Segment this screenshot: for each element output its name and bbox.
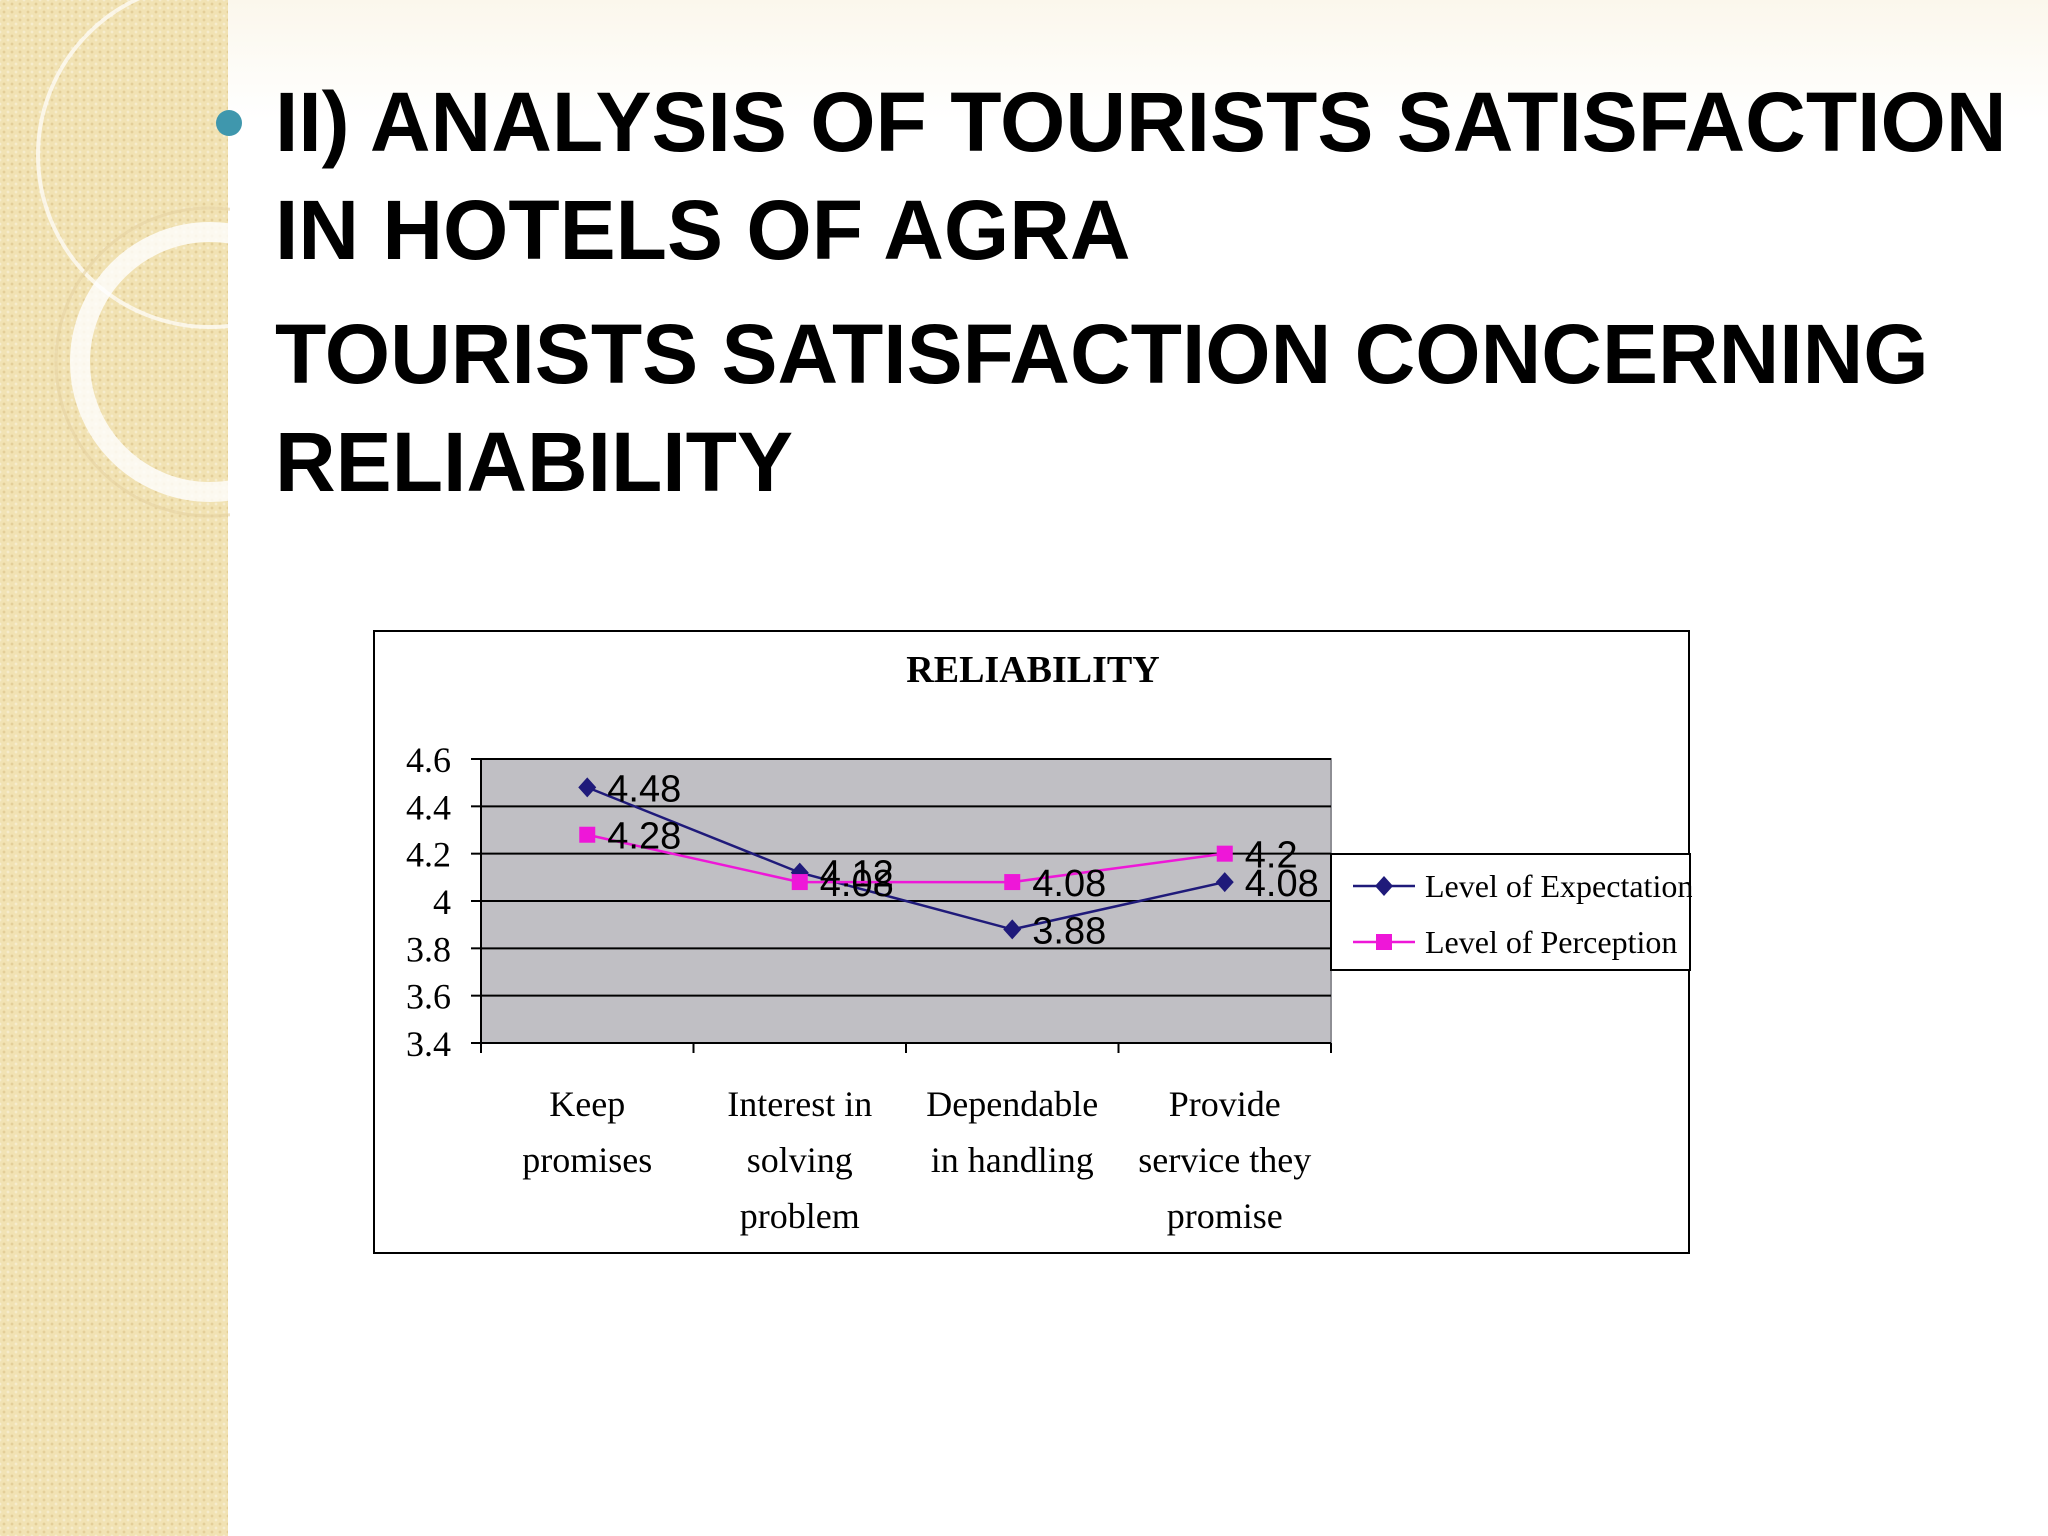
data-point-expectation xyxy=(578,777,597,798)
data-point-perception xyxy=(579,826,596,843)
y-tick-label: 4 xyxy=(433,882,451,922)
y-tick-label: 3.6 xyxy=(406,977,451,1017)
data-label: 4.08 xyxy=(1032,863,1106,905)
data-point-perception xyxy=(1216,845,1233,862)
series-line xyxy=(586,786,1226,931)
data-point-expectation xyxy=(1215,872,1234,893)
x-tick-label: Dependable in handling xyxy=(926,1084,1098,1180)
decorative-top-wash xyxy=(228,0,2048,120)
legend-box xyxy=(1330,853,1691,971)
decorative-side-strip xyxy=(0,0,228,1536)
data-point-expectation xyxy=(1003,919,1022,940)
y-tick-label: 4.4 xyxy=(406,787,451,827)
data-label: 3.88 xyxy=(1032,910,1106,952)
legend-label: Level of Expectation xyxy=(1425,868,1692,904)
data-point-perception xyxy=(791,874,808,891)
slide-heading: II) ANALYSIS OF TOURISTS SATISFACTION IN… xyxy=(275,75,2007,277)
data-label: 4.28 xyxy=(607,816,681,858)
x-tick-label: Provide service they promise xyxy=(1138,1084,1311,1236)
y-tick-label: 3.4 xyxy=(406,1024,451,1064)
data-point-perception xyxy=(1004,874,1021,891)
y-tick-label: 4.2 xyxy=(406,835,451,875)
data-label: 4.48 xyxy=(607,768,681,810)
legend-marker xyxy=(1375,876,1393,896)
data-label: 4.2 xyxy=(1245,835,1298,877)
legend-marker xyxy=(1376,934,1392,950)
y-tick-label: 3.8 xyxy=(406,929,451,969)
series-line xyxy=(586,833,1225,884)
chart-canvas: RELIABILITY 4.6 4.4 4.2 4 3.8 3.6 3.4 Keep promi… xyxy=(406,649,1692,1236)
reliability-chart: RELIABILITY 4.6 4.4 4.2 4 3.8 3.6 3.4 Keep promi… xyxy=(373,630,1692,1254)
x-tick-label: Interest in solving problem xyxy=(727,1084,872,1236)
slide-subheading: TOURISTS SATISFACTION CONCERNING RELIABI… xyxy=(275,307,1929,509)
legend-label: Level of Perception xyxy=(1425,924,1677,960)
decorative-circles xyxy=(36,0,230,518)
x-tick-label: Keep promises xyxy=(522,1084,652,1180)
data-label: 4.12 xyxy=(820,854,894,896)
data-label: 4.08 xyxy=(820,863,894,905)
data-label: 4.08 xyxy=(1245,863,1319,905)
chart-title: RELIABILITY xyxy=(906,649,1159,691)
bullet-dot xyxy=(216,110,242,136)
y-tick-label: 4.6 xyxy=(406,740,451,780)
